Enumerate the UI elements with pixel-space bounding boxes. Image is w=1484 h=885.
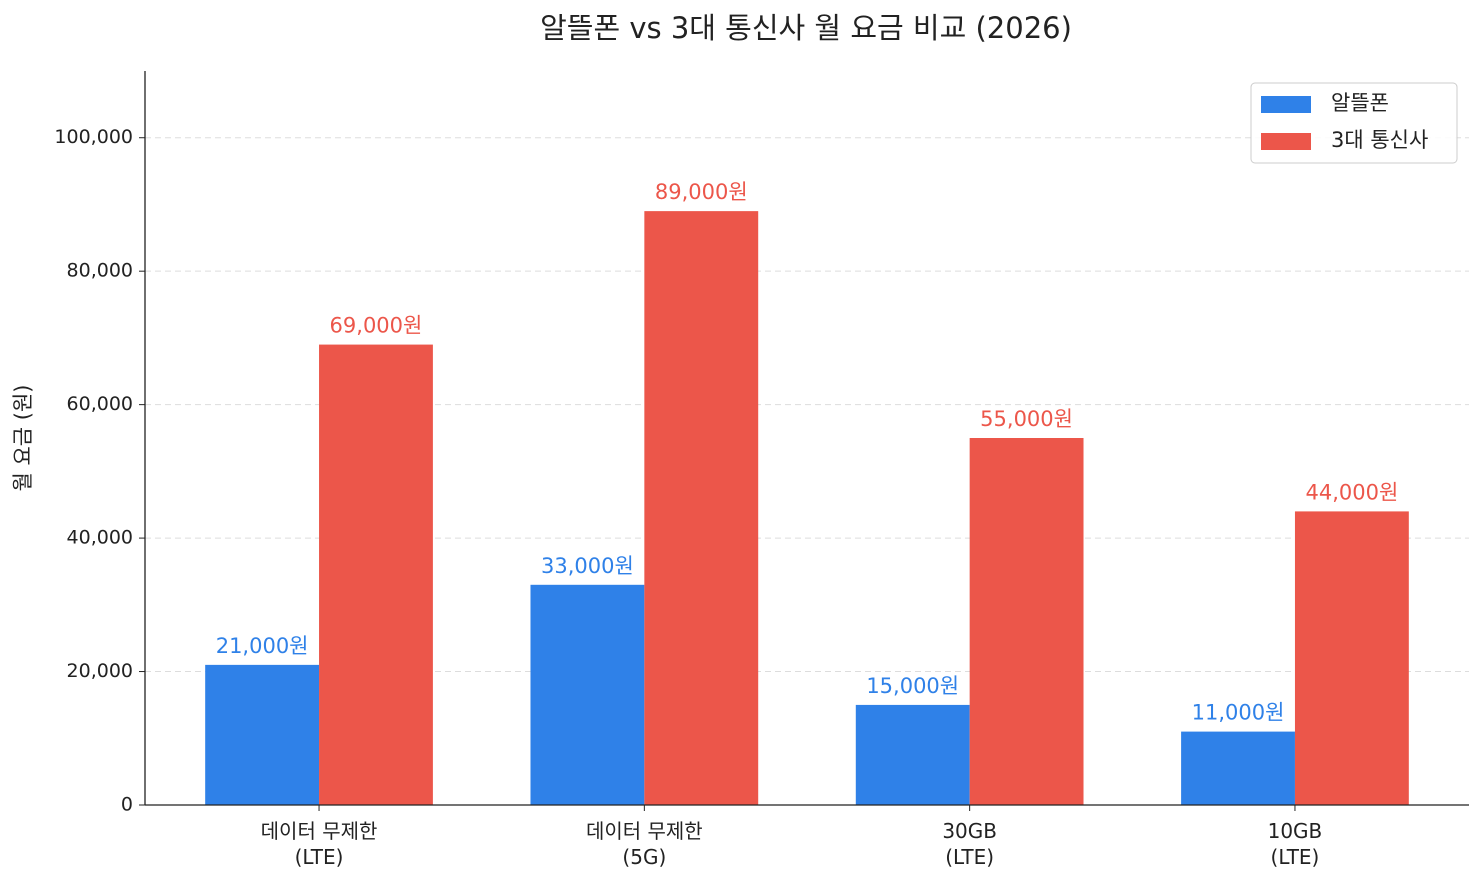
value-label: 15,000원 [866, 674, 959, 698]
bar [1294, 511, 1409, 805]
y-tick-label: 20,000 [67, 660, 133, 682]
bar [855, 704, 970, 805]
bar [644, 211, 759, 806]
value-label: 44,000원 [1305, 480, 1398, 504]
value-label: 55,000원 [980, 407, 1073, 431]
y-axis-label: 월 요금 (원) [11, 384, 35, 491]
x-tick-label: 데이터 무제한 (5G) [586, 819, 703, 869]
x-tick-label: 데이터 무제한 (LTE) [261, 819, 378, 869]
value-label: 21,000원 [216, 634, 309, 658]
chart-title: 알뜰폰 vs 3대 통신사 월 요금 비교 (2026) [540, 11, 1072, 45]
bar [530, 584, 645, 805]
y-tick-label: 40,000 [67, 527, 133, 549]
y-tick-label: 100,000 [54, 126, 133, 148]
legend-label: 알뜰폰 [1331, 91, 1389, 115]
bar [1181, 731, 1295, 805]
value-label: 69,000원 [330, 314, 423, 338]
x-tick-label: 10GB (LTE) [1268, 819, 1323, 869]
bar [205, 664, 320, 805]
legend-swatch [1261, 96, 1311, 113]
y-tick-label: 0 [121, 794, 133, 816]
value-label: 89,000원 [655, 180, 748, 204]
bar [319, 344, 433, 805]
y-tick-label: 80,000 [67, 260, 133, 282]
legend-swatch [1261, 133, 1311, 150]
x-tick-label: 30GB (LTE) [942, 819, 997, 869]
value-label: 11,000원 [1192, 701, 1285, 725]
value-label: 33,000원 [541, 554, 634, 578]
bar [969, 438, 1084, 805]
y-tick-label: 60,000 [67, 393, 133, 415]
legend-label: 3대 통신사 [1331, 128, 1428, 152]
